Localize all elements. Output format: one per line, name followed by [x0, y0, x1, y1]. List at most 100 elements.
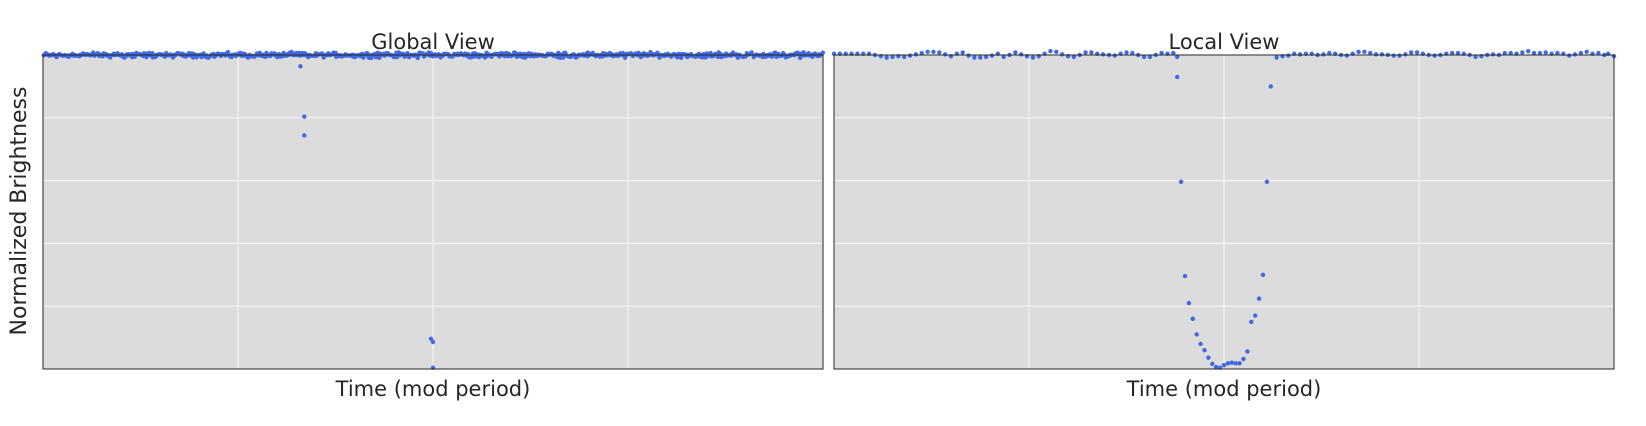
local-view-data-point: [1175, 74, 1180, 80]
local-view-data-point: [1321, 52, 1326, 57]
local-view-data-point: [1432, 53, 1437, 58]
local-view-data-point: [1297, 52, 1303, 57]
local-view-data-point: [1543, 50, 1548, 55]
local-view-data-point: [1249, 319, 1254, 325]
global-view-data-point: [715, 54, 721, 60]
local-view-data-point: [1473, 54, 1478, 60]
local-view-data-point: [1054, 49, 1059, 55]
local-view-data-point: [1229, 360, 1235, 365]
global-view-x-axis-label: Time (mod period): [335, 377, 531, 401]
local-view-data-point: [1089, 50, 1094, 55]
local-view-data-point: [966, 53, 971, 58]
local-view-data-point: [1186, 300, 1192, 306]
local-view-panel: Local View Time (mod period): [831, 30, 1617, 401]
global-view-frame: [42, 54, 824, 370]
local-view-data-point: [1241, 356, 1246, 362]
local-view-data-point: [937, 50, 942, 55]
local-view-data-point: [1449, 50, 1455, 56]
local-view-data-point: [1455, 50, 1461, 56]
local-view-data-point: [1245, 349, 1250, 354]
global-view-data-point: [820, 50, 826, 55]
local-view-data-point: [960, 50, 965, 55]
global-view-data-point: [333, 50, 338, 56]
local-view-data-point: [884, 55, 889, 60]
local-view-data-point: [1490, 52, 1496, 57]
local-view-grid: [834, 54, 1614, 369]
local-view-data-point: [1268, 84, 1274, 89]
local-view-data-point: [1274, 55, 1279, 60]
local-view-data-point: [1578, 50, 1584, 56]
local-view-data-point: [1531, 50, 1537, 56]
local-view-data-point: [1141, 54, 1147, 60]
local-view-data-point: [1130, 50, 1135, 56]
local-view-data-point: [907, 53, 913, 58]
local-view-data-point: [919, 50, 924, 56]
local-view-frame: [833, 54, 1615, 370]
global-view-data-point: [622, 55, 628, 60]
figure-y-axis-label: Normalized Brightness: [7, 87, 32, 336]
local-view-data-point: [1210, 361, 1215, 367]
local-view-data-point: [1566, 53, 1572, 58]
local-view-data-point: [890, 54, 895, 60]
global-view-data-point: [364, 50, 370, 56]
global-view-data-point: [430, 339, 436, 345]
local-view-data-point: [1237, 361, 1242, 366]
local-view-data-point: [983, 54, 989, 60]
local-view-data-point: [1373, 52, 1379, 57]
global-view-data-point: [428, 336, 434, 342]
local-view-data-point: [1013, 50, 1018, 55]
global-view-title: Global View: [371, 30, 495, 54]
global-view-data-point: [377, 55, 382, 61]
local-view-data-point: [1260, 272, 1266, 277]
local-view-data-point: [1596, 50, 1601, 56]
local-view-data-point: [1256, 296, 1262, 301]
local-view-data-point: [1048, 49, 1053, 54]
local-view-data-point: [902, 54, 907, 60]
local-view-data-point: [1362, 49, 1367, 55]
local-view-data-point: [1286, 53, 1291, 58]
local-view-data-point: [1112, 53, 1118, 58]
local-view-points: [831, 49, 1617, 370]
local-view-data-point: [1344, 53, 1350, 58]
local-view-data-point: [1379, 52, 1385, 57]
local-view-data-point: [1100, 52, 1106, 57]
local-view-data-point: [1537, 50, 1543, 56]
global-view-panel: Global View Time (mod period): [41, 30, 826, 401]
local-view-data-point: [1071, 54, 1077, 60]
local-view-data-point: [1403, 52, 1408, 57]
local-view-data-point: [1019, 52, 1024, 57]
global-view-data-point: [749, 50, 754, 55]
local-view-data-point: [942, 52, 948, 57]
local-view-data-point: [1414, 50, 1420, 55]
local-view-data-point: [978, 55, 983, 60]
local-view-data-point: [1171, 50, 1176, 56]
local-view-data-point: [1327, 50, 1332, 56]
local-view-data-point: [913, 52, 919, 57]
local-view-data-point: [1233, 361, 1238, 366]
local-view-data-point: [1391, 53, 1396, 58]
local-view-data-point: [1502, 50, 1508, 56]
global-view-data-point: [298, 64, 303, 69]
local-view-data-point: [1225, 361, 1231, 366]
local-view-data-point: [1194, 332, 1199, 337]
local-view-data-point: [1124, 50, 1129, 55]
local-view-data-point: [931, 49, 936, 55]
local-view-data-point: [1178, 179, 1184, 185]
local-view-data-point: [1572, 52, 1578, 57]
global-view-points: [41, 49, 826, 370]
local-view-data-point: [1508, 50, 1513, 56]
local-view-data-point: [1159, 50, 1164, 56]
global-view-data-point: [679, 55, 684, 60]
global-view-data-point: [561, 55, 566, 60]
local-view-x-axis-label: Time (mod period): [1126, 377, 1322, 401]
local-view-data-point: [1202, 347, 1207, 353]
local-view-data-point: [1555, 50, 1560, 56]
local-view-data-point: [1214, 364, 1219, 370]
global-view-data-point: [708, 50, 713, 56]
local-view-data-point: [925, 49, 930, 55]
local-view-data-point: [1520, 50, 1525, 55]
local-view-data-point: [1409, 50, 1414, 55]
local-view-data-point: [1147, 54, 1153, 60]
local-view-data-point: [1397, 53, 1402, 58]
